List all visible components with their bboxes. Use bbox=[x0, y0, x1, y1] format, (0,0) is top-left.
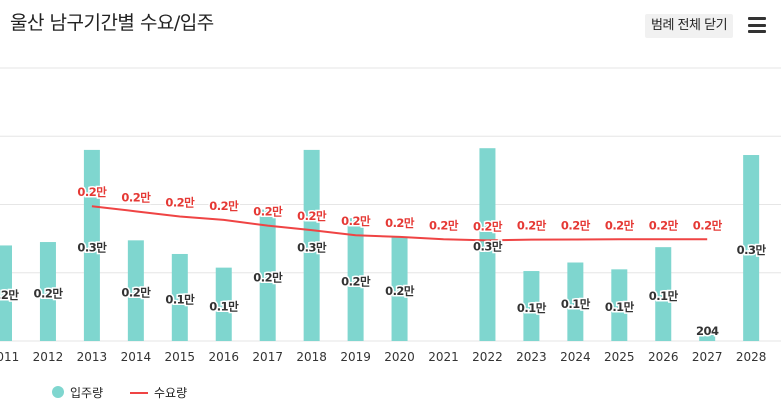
supply-label-2028: 0.3만 bbox=[737, 243, 767, 257]
bar-2028 bbox=[743, 155, 760, 341]
supply-label-2017: 0.2만 bbox=[253, 270, 283, 284]
supply-label-2013: 0.3만 bbox=[77, 240, 107, 254]
bar-2020 bbox=[391, 236, 408, 341]
bar-2018 bbox=[303, 149, 320, 341]
supply-label-2026: 0.1만 bbox=[649, 289, 679, 303]
x-tick-2023: 2023 bbox=[516, 350, 547, 364]
bar-2023 bbox=[523, 271, 540, 341]
demand-label-2023: 0.2만 bbox=[517, 219, 547, 233]
bar-2024 bbox=[567, 262, 584, 341]
demand-label-2014: 0.2만 bbox=[121, 190, 151, 204]
demand-label-2018: 0.2만 bbox=[297, 209, 327, 223]
supply-label-2015: 0.1만 bbox=[165, 292, 195, 306]
x-axis-ticks: 2011 2012 2013 2014 2015 2016 2017 2018 2019 2020… bbox=[0, 350, 766, 364]
legend-line-icon bbox=[130, 392, 148, 394]
supply-label-2023: 0.1만 bbox=[517, 301, 547, 315]
demand-label-2013: 0.2만 bbox=[77, 185, 107, 199]
bar-2019 bbox=[347, 218, 364, 341]
legend-label-supply: 입주량 bbox=[70, 386, 104, 400]
supply-label-2025: 0.1만 bbox=[605, 300, 635, 314]
x-tick-2024: 2024 bbox=[560, 350, 591, 364]
demand-label-2026: 0.2만 bbox=[649, 218, 679, 232]
bars bbox=[0, 148, 760, 341]
x-tick-2025: 2025 bbox=[604, 350, 635, 364]
x-tick-2016: 2016 bbox=[208, 350, 239, 364]
x-tick-2022: 2022 bbox=[472, 350, 503, 364]
x-tick-2021: 2021 bbox=[428, 350, 459, 364]
demand-label-2025: 0.2만 bbox=[605, 218, 635, 232]
x-tick-2028: 2028 bbox=[736, 350, 767, 364]
x-tick-2014: 2014 bbox=[121, 350, 152, 364]
x-tick-2018: 2018 bbox=[296, 350, 327, 364]
bar-2015 bbox=[171, 253, 188, 341]
bar-2013 bbox=[83, 149, 100, 341]
hamburger-menu-icon[interactable] bbox=[748, 17, 766, 33]
chart-area: 0.2만 0.2만 0.3만 0.2만 0.1만 0.1만 0.2만 0.3만 0.2만 0.2만… bbox=[0, 67, 781, 364]
supply-label-2020: 0.2만 bbox=[385, 284, 415, 298]
bar-2016 bbox=[215, 267, 232, 341]
legend-dot-icon bbox=[52, 386, 64, 398]
supply-label-2011: 0.2만 bbox=[0, 288, 19, 302]
supply-label-2027: 204 bbox=[696, 324, 719, 338]
bar-2017 bbox=[259, 209, 276, 341]
demand-label-2019: 0.2만 bbox=[341, 214, 371, 228]
supply-label-2012: 0.2만 bbox=[33, 287, 63, 301]
bar-2025 bbox=[611, 269, 628, 341]
demand-label-2024: 0.2만 bbox=[561, 218, 591, 232]
x-tick-2013: 2013 bbox=[77, 350, 108, 364]
x-tick-2015: 2015 bbox=[165, 350, 196, 364]
bar-2027 bbox=[699, 334, 716, 341]
demand-label-2017: 0.2만 bbox=[253, 205, 283, 219]
x-tick-2012: 2012 bbox=[33, 350, 64, 364]
demand-label-2016: 0.2만 bbox=[209, 199, 239, 213]
x-tick-2020: 2020 bbox=[384, 350, 415, 364]
supply-label-2019: 0.2만 bbox=[341, 275, 371, 289]
x-tick-2019: 2019 bbox=[340, 350, 371, 364]
x-tick-2011: 2011 bbox=[0, 350, 19, 364]
demand-label-2027: 0.2만 bbox=[693, 218, 723, 232]
supply-label-2018: 0.3만 bbox=[297, 240, 327, 254]
supply-label-2022: 0.3만 bbox=[473, 240, 503, 254]
x-tick-2017: 2017 bbox=[252, 350, 283, 364]
x-tick-2026: 2026 bbox=[648, 350, 679, 364]
bar-2012 bbox=[39, 242, 56, 341]
demand-line bbox=[91, 205, 708, 242]
data-labels: 0.2만 0.2만 0.3만 0.2만 0.1만 0.1만 0.2만 0.3만 0.2만 0.2만… bbox=[0, 184, 769, 340]
chart-title: 울산 남구기간별 수요/입주 bbox=[10, 12, 214, 34]
bar-2011 bbox=[0, 245, 12, 341]
demand-label-2015: 0.2만 bbox=[165, 195, 195, 209]
demand-label-2021: 0.2만 bbox=[429, 218, 459, 232]
supply-label-2014: 0.2만 bbox=[121, 286, 151, 300]
supply-label-2016: 0.1만 bbox=[209, 299, 239, 313]
bar-2014 bbox=[127, 240, 144, 341]
demand-series-line bbox=[91, 205, 708, 242]
legend-close-all-button[interactable]: 범례 전체 닫기 bbox=[645, 14, 734, 38]
legend-label-demand: 수요량 bbox=[154, 386, 188, 400]
bar-2026 bbox=[655, 247, 672, 341]
supply-label-2024: 0.1만 bbox=[561, 297, 591, 311]
bar-2022 bbox=[479, 148, 496, 341]
demand-label-2020: 0.2만 bbox=[385, 216, 415, 230]
demand-label-2022: 0.2만 bbox=[473, 219, 503, 233]
x-tick-2027: 2027 bbox=[692, 350, 723, 364]
